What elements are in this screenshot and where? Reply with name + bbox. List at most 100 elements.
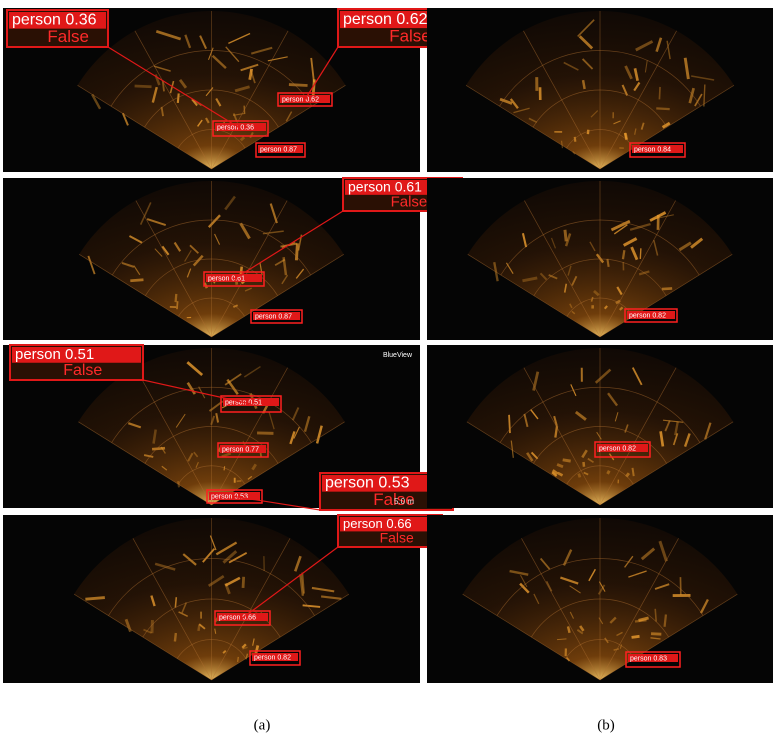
bearing-line	[465, 84, 601, 170]
callout-label: person 0.53	[325, 475, 410, 492]
detection-label: person 0.66	[219, 614, 256, 621]
sonar-echo	[252, 638, 255, 646]
sonar-echo	[268, 411, 275, 430]
sonar-echo	[530, 409, 539, 420]
sonar-echo	[564, 233, 572, 247]
sonar-echo	[184, 34, 192, 49]
bearing-line	[134, 30, 212, 170]
sonar-echo	[604, 637, 609, 644]
sonar-echo	[569, 303, 573, 309]
bearing-line	[462, 593, 601, 681]
sonar-echo	[557, 471, 564, 477]
detection-box	[217, 442, 269, 458]
sonar-echo	[655, 37, 663, 53]
sonar-echo	[548, 274, 558, 280]
detection-label: person 0.82	[254, 654, 291, 661]
detection-label: person 0.82	[629, 312, 666, 319]
sonar-echo	[624, 424, 629, 433]
sonar-echo	[581, 79, 586, 90]
sonar-echo	[193, 451, 199, 458]
detection-box	[594, 441, 651, 458]
sonar-echo	[663, 614, 668, 627]
sonar-echo	[228, 32, 251, 44]
sonar-echo	[228, 551, 248, 564]
sonar-echo	[633, 81, 641, 92]
sonar-echo	[581, 58, 594, 70]
sonar-echo	[658, 540, 668, 562]
sonar-echo	[186, 381, 196, 395]
sonar-echo	[174, 293, 178, 303]
sonar-echo	[224, 576, 241, 587]
sonar-echo	[241, 643, 247, 649]
detection-label: person 0.77	[222, 446, 259, 453]
bearing-line	[599, 538, 679, 681]
sonar-echo	[161, 465, 168, 471]
sonar-echo	[248, 68, 254, 81]
sonar-echo	[613, 224, 628, 235]
sonar-echo	[616, 631, 623, 637]
callout-label: person 0.51	[15, 346, 94, 363]
sonar-echo	[649, 211, 667, 222]
sonar-echo	[688, 87, 695, 104]
sonar-echo	[182, 553, 197, 566]
sonar-panel: person 0.83	[427, 515, 773, 683]
sonar-panel: person 0.84	[427, 8, 773, 172]
sonar-echo	[597, 584, 606, 595]
sonar-echo	[628, 570, 647, 578]
sonar-echo	[269, 203, 278, 224]
sonar-echo	[563, 61, 579, 71]
sonar-echo	[577, 473, 582, 478]
sonar-echo	[554, 425, 559, 438]
callout-label: person 0.62	[343, 11, 428, 28]
detection-tag	[215, 123, 266, 131]
bearing-line	[211, 593, 350, 681]
sonar-echo	[222, 550, 238, 564]
sonar-echo	[249, 131, 254, 139]
sonar-echo	[181, 602, 188, 614]
sonar-echo	[178, 78, 188, 89]
sonar-echo	[656, 107, 670, 111]
sonar-echo	[650, 637, 661, 640]
bearing-line	[132, 538, 212, 681]
sonar-echo	[508, 414, 511, 434]
sonar-echo	[285, 111, 293, 122]
callout-status: False	[47, 27, 89, 46]
sonar-echo	[578, 35, 594, 50]
sonar-echo	[603, 305, 608, 310]
detection-label: person 0.83	[630, 655, 667, 662]
sonar-echo	[621, 250, 626, 260]
sonar-echo	[143, 628, 152, 634]
sonar-panel: person 0.62 person 0.36 person 0.87 person …	[3, 8, 467, 172]
bearing-line	[599, 84, 735, 170]
sonar-echo	[579, 625, 585, 632]
sonar-echo	[562, 458, 571, 463]
sonar-echo	[609, 616, 617, 624]
sonar-echo	[683, 57, 690, 80]
sonar-echo	[658, 86, 661, 100]
detection-box	[250, 309, 303, 324]
sonar-echo	[560, 576, 579, 585]
bearing-line	[211, 421, 345, 506]
sonar-echo	[583, 471, 589, 476]
sonar-echo	[633, 68, 639, 82]
sonar-echo	[207, 47, 214, 61]
sonar-echo	[659, 431, 665, 447]
detection-box	[629, 142, 686, 158]
sonar-echo	[152, 429, 157, 444]
callout-tag	[9, 12, 106, 29]
detection-box	[277, 92, 333, 107]
sonar-echo	[239, 136, 246, 142]
sonar-echo	[302, 604, 321, 608]
bearing-line	[135, 367, 212, 506]
sonar-echo	[510, 440, 514, 458]
detection-box	[255, 142, 306, 158]
sonar-echo	[624, 132, 629, 141]
sonar-echo	[589, 241, 596, 252]
sonar-echo	[644, 60, 648, 73]
sonar-echo	[556, 638, 567, 641]
sonar-echo	[251, 463, 257, 471]
sonar-echo	[146, 218, 167, 227]
sonar-echo	[247, 475, 253, 480]
sonar-echo	[560, 140, 564, 149]
sonar-echo	[638, 616, 649, 622]
